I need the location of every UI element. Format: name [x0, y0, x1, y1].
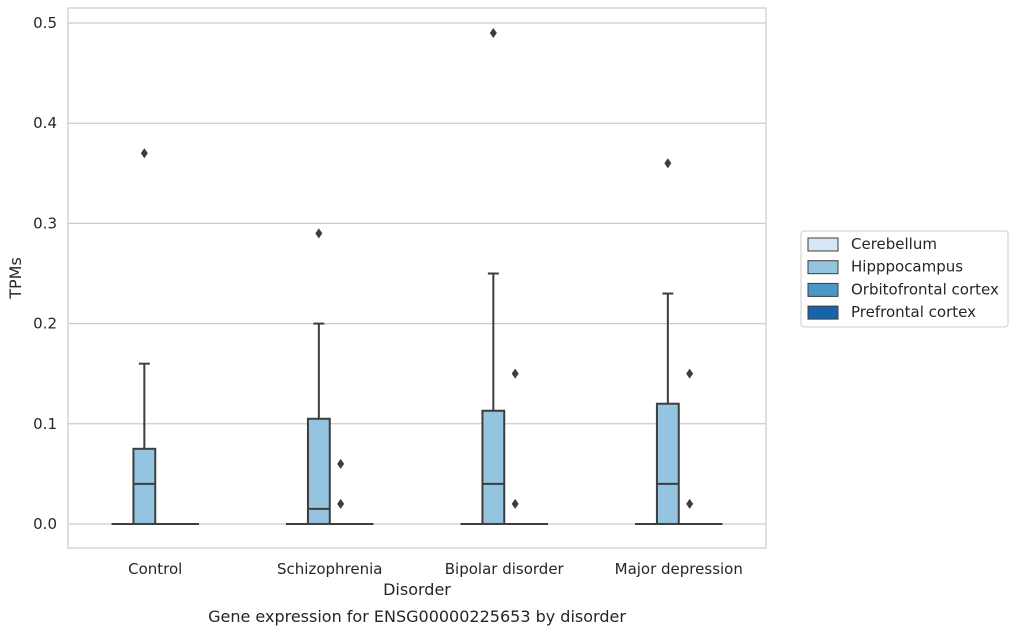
- box-2-1: [329, 458, 352, 525]
- legend-swatch: [807, 260, 839, 275]
- box-iqr: [132, 447, 157, 525]
- outlier-point: [686, 368, 694, 379]
- x-tick-label: Bipolar disorder: [445, 560, 565, 578]
- x-tick-label: Major depression: [615, 560, 743, 578]
- outlier-point: [315, 228, 323, 239]
- x-tick-labels: Control Schizophrenia Bipolar disorder Majo…: [128, 560, 743, 578]
- plot-background: [68, 8, 766, 548]
- y-axis-title: TPMs: [6, 257, 25, 300]
- legend-swatch: [807, 305, 839, 320]
- legend-swatch: [807, 237, 839, 252]
- outlier-point: [511, 498, 519, 509]
- x-tick-label: Control: [128, 560, 182, 578]
- box-iqr: [655, 402, 680, 525]
- outlier-point: [337, 458, 345, 469]
- box-1-3: [655, 158, 680, 525]
- outlier-point: [686, 498, 694, 509]
- outlier-point: [511, 368, 519, 379]
- legend-frame: [800, 230, 1009, 328]
- legend-label: Cerebellum: [851, 235, 937, 253]
- y-tick-label: 0.4: [33, 114, 57, 132]
- x-tick-label: Schizophrenia: [277, 560, 382, 578]
- box-2-3: [678, 368, 701, 525]
- x-axis-title: Disorder: [383, 580, 451, 599]
- y-tick-label: 0.0: [33, 515, 57, 533]
- box-1-0: [132, 148, 157, 525]
- legend: Cerebellum Hipppocampus Orbitofrontal cort…: [800, 230, 1009, 328]
- box-2-2: [504, 368, 527, 525]
- legend-item: Prefrontal cortex: [807, 303, 976, 321]
- outlier-point: [337, 498, 345, 509]
- legend-item: Hipppocampus: [807, 258, 963, 276]
- legend-label: Orbitofrontal cortex: [851, 280, 999, 298]
- box-1-2: [481, 28, 506, 525]
- legend-label: Hipppocampus: [851, 258, 963, 276]
- box-iqr: [306, 417, 331, 525]
- y-tick-label: 0.2: [33, 315, 57, 333]
- y-tick-label: 0.5: [33, 14, 57, 32]
- box-1-1: [306, 228, 331, 525]
- legend-item: Orbitofrontal cortex: [807, 280, 999, 298]
- y-tick-labels: 0.0 0.1 0.2 0.3 0.4 0.5: [33, 14, 57, 533]
- outlier-point: [664, 158, 672, 169]
- plot-frame: [67, 7, 767, 549]
- legend-swatch: [807, 282, 839, 297]
- chart-caption: Gene expression for ENSG00000225653 by d…: [208, 607, 626, 626]
- outlier-point: [140, 148, 148, 159]
- legend-item: Cerebellum: [807, 235, 937, 253]
- legend-label: Prefrontal cortex: [851, 303, 976, 321]
- boxes: [111, 28, 723, 525]
- y-tick-label: 0.3: [33, 214, 57, 232]
- outlier-point: [489, 28, 497, 39]
- box-iqr: [481, 409, 506, 525]
- y-tick-label: 0.1: [33, 415, 57, 433]
- legend-items: Cerebellum Hipppocampus Orbitofrontal cort…: [807, 235, 999, 321]
